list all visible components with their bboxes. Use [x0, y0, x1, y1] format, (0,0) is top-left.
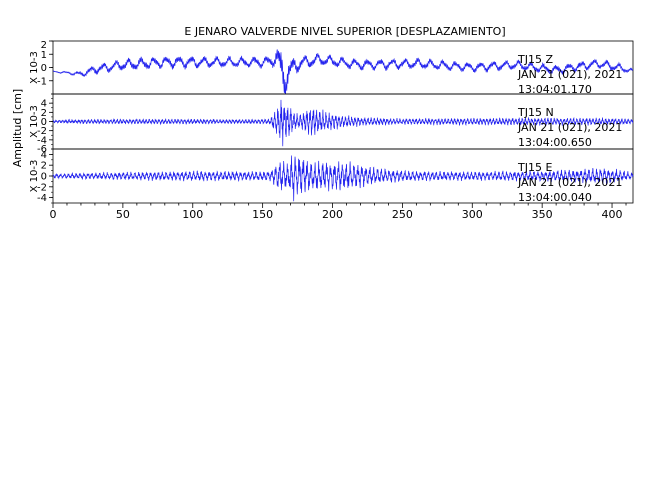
y-tick-label: -2: [37, 126, 47, 137]
record-time: 13:04:01.170: [518, 83, 592, 96]
record-time: 13:04:00.040: [518, 191, 592, 204]
y-tick-label: 1: [41, 50, 47, 61]
component-code: N: [545, 106, 553, 119]
station-annotation: TJ15 N JAN 21 (021), 2021 13:04:00.650: [517, 106, 622, 149]
x-tick-label: 400: [602, 208, 623, 221]
y-tick-label: 4: [41, 99, 47, 110]
station-label: TJ15 Z: [517, 53, 553, 66]
y-tick-label: 2: [41, 161, 47, 172]
x-axis: 0 50 100 150 200 250 300 350 400: [50, 203, 627, 221]
waveform-trace-e: [52, 155, 634, 202]
station-label: TJ15 E: [517, 161, 552, 174]
station-code: TJ15: [517, 106, 542, 119]
station-code: TJ15: [517, 53, 542, 66]
y-tick-label: -6: [37, 144, 47, 155]
x-tick-label: 0: [50, 208, 57, 221]
y-tick-label: 2: [41, 108, 47, 119]
component-code: E: [545, 161, 552, 174]
y-tick-label: -4: [37, 193, 47, 204]
trace-panel-e: 420-2-4X 10-3 TJ15 E JAN 21 (021), 2021 13:…: [29, 148, 634, 204]
record-date: JAN 21 (021), 2021: [517, 121, 622, 134]
station-annotation: TJ15 E JAN 21 (021), 2021 13:04:00.040: [517, 161, 622, 204]
waveform-trace-n: [52, 99, 634, 147]
y-tick-label: -1: [37, 76, 47, 87]
y-tick-label: 0: [41, 63, 47, 74]
x-tick-label: 300: [462, 208, 483, 221]
x-tick-label: 350: [532, 208, 553, 221]
scale-factor-label: X 10-3: [29, 51, 40, 84]
station-code: TJ15: [517, 161, 542, 174]
scale-factor-label: X 10-3: [29, 105, 40, 138]
y-tick-label: 2: [41, 40, 47, 51]
waveform-trace-z: [52, 49, 634, 95]
y-tick-label: 4: [41, 150, 47, 161]
record-time: 13:04:00.650: [518, 136, 592, 149]
scale-factor-label: X 10-3: [29, 160, 40, 193]
y-tick-label: -4: [37, 135, 47, 146]
x-tick-label: 50: [116, 208, 130, 221]
x-tick-label: 150: [252, 208, 273, 221]
station-label: TJ15 N: [517, 106, 554, 119]
y-tick-label: 0: [41, 117, 47, 128]
station-annotation: TJ15 Z JAN 21 (021), 2021 13:04:01.170: [517, 53, 622, 96]
chart-title: E JENARO VALVERDE NIVEL SUPERIOR [DESPLA…: [184, 25, 505, 38]
trace-panel-z: 1 0 -1 2X 10-3 TJ15 Z JAN 21 (021), 2021 13:04…: [29, 40, 634, 96]
trace-panel-n: 420-2-4-6 X 10-3 TJ15 N JAN 21 (021), 2021 1…: [29, 93, 634, 155]
record-date: JAN 21 (021), 2021: [517, 68, 622, 81]
y-tick-label: 0: [41, 172, 47, 183]
record-date: JAN 21 (021), 2021: [517, 176, 622, 189]
y-axis-label: Amplitud [cm]: [11, 89, 24, 167]
x-tick-label: 250: [392, 208, 413, 221]
x-tick-label: 200: [322, 208, 343, 221]
x-tick-label: 100: [182, 208, 203, 221]
component-code: Z: [545, 53, 553, 66]
y-tick-label: -2: [37, 182, 47, 193]
